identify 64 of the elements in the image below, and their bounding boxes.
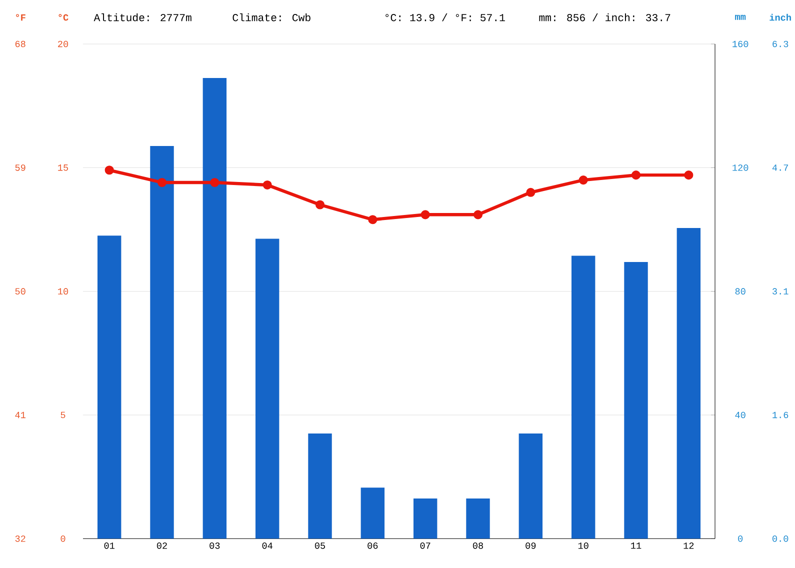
bar [255,238,280,539]
bar [308,434,332,539]
x-tick-label: 04 [262,542,272,549]
x-tick-label: 05 [314,542,325,549]
point [473,210,483,220]
text: 6.3 [772,40,788,48]
point [420,210,430,220]
text: mm: 856 / inch: 33.7 [539,13,670,22]
y2-tick-label: 40 [735,412,746,418]
bar [150,146,174,539]
y-tick-label: 10 [58,288,68,294]
bar [466,498,490,539]
x-tick-label: 01 [104,542,114,549]
x-tick-label: 09 [526,542,536,549]
bar [624,262,648,539]
y2-tick-label: 160 [732,40,748,48]
y-axis-title: °C [58,14,68,21]
point [368,215,378,224]
text: 0.0 [772,536,788,542]
y3-tick-label: 41 [15,412,26,418]
text: °C: 13.9 / °F: 57.1 [386,13,505,22]
point [315,200,325,210]
x-tick-label: 08 [472,542,483,549]
bar [413,498,438,539]
text: inch [770,14,791,21]
y3-tick-label: 50 [15,288,26,294]
y2-tick-label: 120 [732,164,748,171]
bar [518,434,543,539]
y3-tick-label: 59 [15,164,26,171]
x-tick-label: 07 [420,542,430,549]
bar [676,228,701,539]
point [210,178,220,188]
bar [202,78,227,539]
y2-tick-label: 0 [738,536,743,542]
point [684,170,694,180]
x-tick-label: 03 [210,542,220,549]
point [631,170,641,180]
y3-axis-title: °F [16,14,26,21]
y-tick-label: 5 [60,412,66,418]
x-tick-label: 10 [578,542,588,549]
x-tick-label: 02 [156,542,167,549]
text: 3.1 [772,288,788,294]
text: 4.7 [772,164,788,171]
point [262,180,272,190]
text: Climate: Cwb [232,13,310,22]
y-tick-label: 20 [58,40,68,48]
text: 1.6 [772,412,788,418]
point [578,176,588,185]
text: Altitude: 2777m [94,13,192,22]
bar [571,256,596,539]
y2-tick-label: 80 [735,288,746,294]
point [104,166,114,175]
bar [360,488,385,539]
point [157,178,167,188]
y-tick-label: 15 [58,164,68,171]
x-tick-label: 11 [631,542,642,549]
y2-axis-title: mm [735,14,746,20]
y3-tick-label: 32 [15,536,26,542]
point [526,188,536,197]
x-tick-label: 12 [684,542,694,549]
y3-tick-label: 68 [15,40,26,48]
bar [97,236,122,539]
x-tick-label: 06 [368,542,378,549]
y-tick-label: 0 [60,536,66,542]
